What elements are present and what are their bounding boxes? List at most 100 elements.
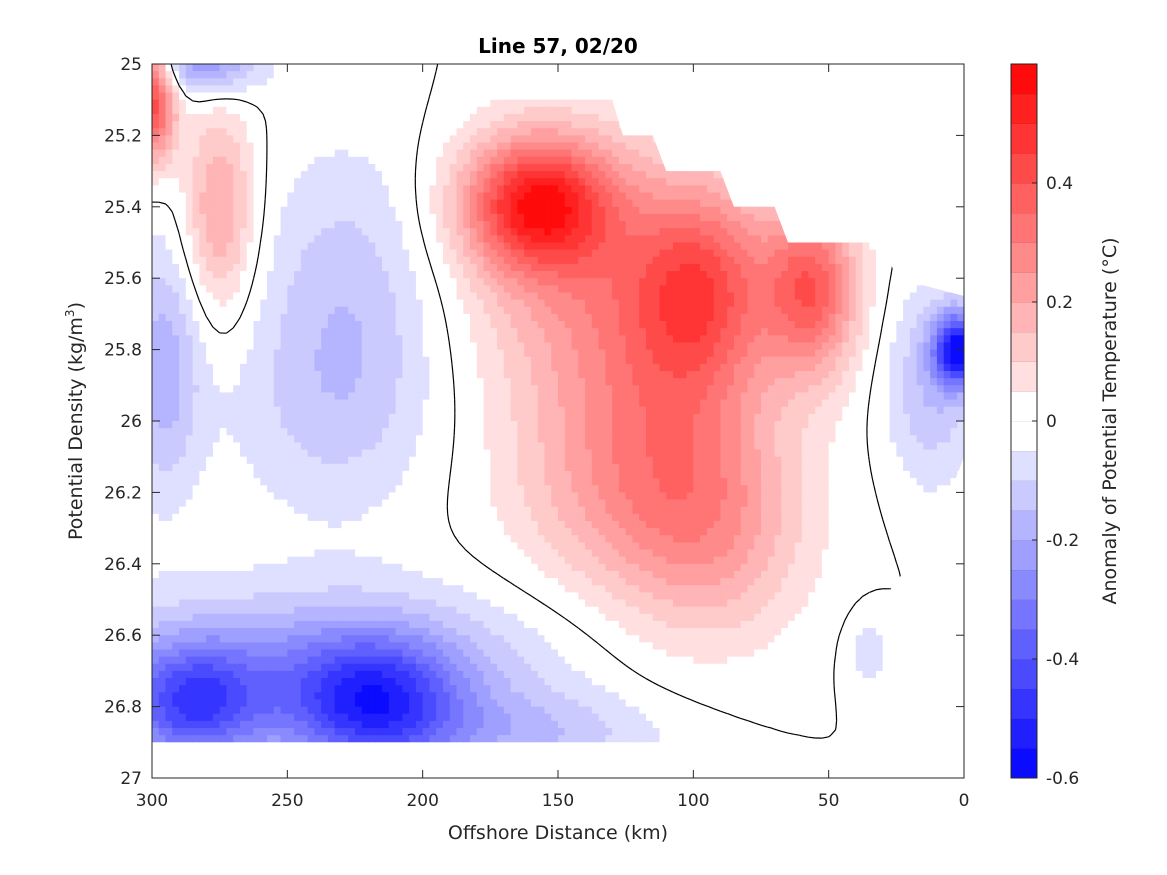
contour-cell — [612, 242, 620, 251]
contour-cell — [355, 64, 363, 72]
contour-cell — [436, 235, 444, 244]
contour-cell — [808, 271, 816, 279]
contour-cell — [686, 249, 694, 258]
contour-cell — [625, 306, 634, 315]
contour-cell — [422, 135, 431, 144]
contour-cell — [280, 99, 288, 108]
contour-cell — [415, 142, 424, 151]
contour-cell — [409, 292, 417, 301]
contour-cell — [233, 249, 241, 258]
contour-cell — [754, 313, 762, 322]
contour-cell — [300, 292, 309, 301]
contour-cell — [348, 128, 356, 136]
contour-cell — [327, 321, 336, 329]
contour-cell — [239, 92, 248, 101]
contour-cell — [490, 199, 498, 208]
contour-cell — [470, 356, 478, 365]
contour-cell — [212, 85, 221, 94]
contour-cell — [855, 335, 864, 344]
contour-cell — [442, 328, 451, 336]
contour-cell — [300, 335, 309, 344]
contour-cell — [936, 313, 945, 322]
contour-cell — [605, 121, 613, 129]
contour-cell — [436, 263, 444, 272]
contour-cell — [639, 185, 647, 194]
contour-cell — [727, 199, 735, 208]
contour-cell — [733, 235, 742, 244]
contour-cell — [693, 199, 701, 208]
contour-cell — [754, 271, 762, 279]
contour-cell — [598, 163, 606, 172]
contour-cell — [246, 221, 255, 229]
contour-cell — [348, 256, 356, 265]
contour-cell — [388, 263, 397, 272]
contour-cell — [341, 285, 349, 294]
contour-cell — [368, 271, 376, 279]
contour-cell — [260, 235, 268, 244]
contour-cell — [625, 271, 634, 279]
contour-cell — [287, 149, 295, 158]
contour-cell — [368, 263, 376, 272]
contour-cell — [415, 342, 424, 351]
contour-cell — [436, 249, 444, 258]
contour-cell — [402, 92, 410, 101]
contour-cell — [720, 306, 728, 315]
contour-cell — [280, 342, 288, 351]
contour-cell — [429, 328, 437, 336]
contour-cell — [361, 228, 370, 236]
contour-cell — [212, 149, 221, 158]
contour-cell — [253, 242, 261, 251]
contour-cell — [442, 285, 451, 294]
contour-cell — [219, 106, 228, 115]
contour-cell — [639, 306, 647, 315]
contour-cell — [158, 356, 167, 365]
contour-cell — [788, 271, 796, 279]
contour-cell — [294, 292, 302, 301]
contour-cell — [152, 356, 160, 365]
contour-cell — [192, 221, 200, 229]
contour-cell — [402, 106, 410, 115]
contour-cell — [212, 64, 221, 72]
contour-cell — [564, 356, 573, 365]
contour-cell — [388, 271, 397, 279]
contour-cell — [463, 285, 471, 294]
contour-cell — [449, 149, 458, 158]
contour-cell — [327, 342, 336, 351]
contour-cell — [605, 99, 613, 108]
contour-cell — [666, 221, 674, 229]
contour-cell — [598, 192, 606, 201]
contour-cell — [659, 271, 667, 279]
contour-cell — [720, 263, 728, 272]
contour-cell — [307, 142, 315, 151]
contour-cell — [639, 171, 647, 179]
contour-cell — [585, 342, 593, 351]
contour-cell — [510, 349, 518, 358]
contour-cell — [652, 299, 661, 308]
contour-cell — [652, 271, 661, 279]
contour-cell — [294, 149, 302, 158]
contour-cell — [253, 156, 261, 165]
contour-cell — [246, 242, 255, 251]
contour-cell — [375, 121, 383, 129]
contour-cell — [537, 235, 546, 244]
contour-cell — [368, 321, 376, 329]
contour-cell — [463, 171, 471, 179]
contour-cell — [551, 113, 559, 122]
contour-cell — [652, 213, 661, 222]
contour-cell — [774, 256, 782, 265]
contour-cell — [429, 142, 437, 151]
contour-cell — [612, 249, 620, 258]
contour-cell — [185, 313, 194, 322]
contour-cell — [632, 249, 640, 258]
contour-cell — [835, 299, 843, 308]
contour-cell — [497, 349, 505, 358]
contour-cell — [862, 342, 870, 351]
contour-cell — [267, 149, 275, 158]
contour-cell — [564, 285, 573, 294]
contour-cell — [368, 106, 376, 115]
contour-cell — [612, 192, 620, 201]
contour-cell — [625, 342, 634, 351]
contour-cell — [355, 292, 363, 301]
contour-cell — [497, 256, 505, 265]
contour-cell — [192, 213, 200, 222]
